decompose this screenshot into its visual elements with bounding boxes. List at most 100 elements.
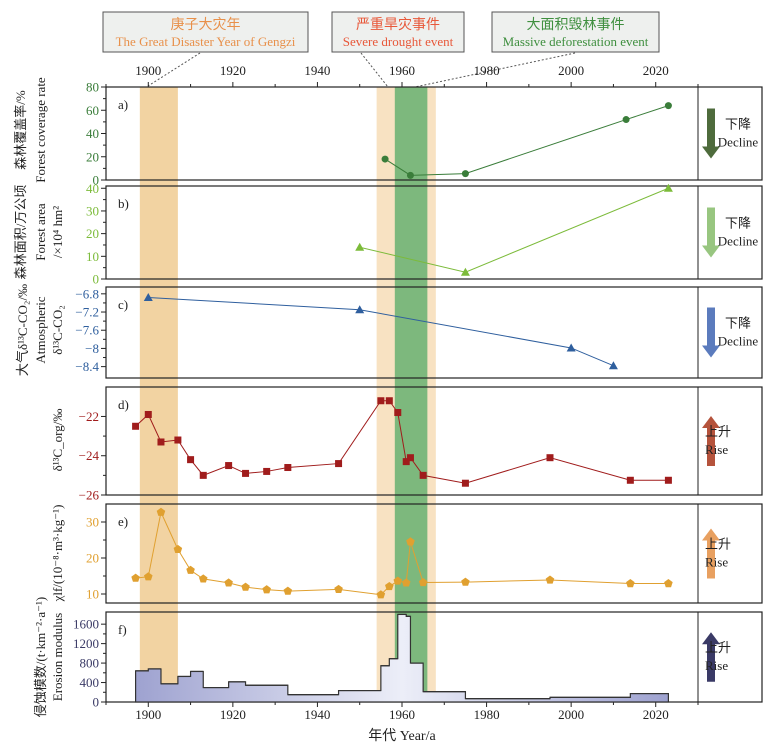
x-tick-label: 1940 <box>304 707 330 722</box>
panel-frame <box>105 503 763 604</box>
y-tick-label: 1200 <box>73 636 99 651</box>
y-axis-label: 森林面积/万公顷 <box>13 185 28 280</box>
y-axis-label: χlf/(10⁻⁸·m³·kg⁻¹) <box>50 505 65 603</box>
legend-en: Severe drought event <box>343 34 454 49</box>
y-tick-label: 10 <box>86 249 99 264</box>
y-tick-label: 20 <box>86 551 99 566</box>
data-point <box>263 467 271 475</box>
legend-en: The Great Disaster Year of Gengzi <box>116 34 296 49</box>
x-tick-label: 1980 <box>474 707 500 722</box>
y-tick-label: 800 <box>80 656 100 671</box>
panel-label: a) <box>118 97 128 112</box>
x-tick-label: 1900 <box>135 63 161 78</box>
y-axis-label: /×10⁴ hm² <box>50 206 65 258</box>
data-point <box>143 292 153 301</box>
data-point <box>566 343 576 352</box>
data-point <box>334 584 343 593</box>
data-point <box>419 471 427 479</box>
trend-label-zh: 下降 <box>725 216 751 231</box>
series-line <box>148 296 614 367</box>
data-point <box>461 170 469 178</box>
data-point <box>144 572 153 581</box>
data-point <box>335 460 343 468</box>
y-tick-label: 0 <box>93 695 100 710</box>
y-axis-label: Forest coverage rate <box>33 77 48 183</box>
y-tick-label: −8 <box>85 341 99 356</box>
arrow-down-icon <box>702 207 720 258</box>
data-point <box>355 305 365 314</box>
panel-label: c) <box>118 297 128 312</box>
panel-frame <box>105 185 763 280</box>
data-point <box>186 565 195 574</box>
panel-d: −22 −24 −26 d) δ¹³C_org/‰ 上升 Rise <box>50 386 763 503</box>
panel-label: e) <box>118 514 128 529</box>
data-point <box>401 578 411 587</box>
data-point <box>545 575 555 584</box>
data-point <box>461 479 469 487</box>
data-point <box>376 590 386 599</box>
data-point <box>406 454 414 462</box>
legend-zh: 庚子大灾年 <box>171 16 241 33</box>
arrow-up-icon <box>702 416 720 466</box>
data-point <box>461 577 470 586</box>
panel-frame <box>105 386 763 496</box>
legend-box-0 <box>102 11 309 53</box>
y-axis-label: 大气δ¹³C-CO₂/‰ <box>15 284 30 376</box>
y-tick-label: 30 <box>86 515 99 530</box>
trend-label-en: Rise <box>705 442 728 457</box>
data-point <box>406 537 415 546</box>
legend-zh: 严重旱灾事件 <box>356 16 440 33</box>
x-tick-label: 1980 <box>474 63 500 78</box>
y-tick-label: −6.8 <box>75 286 99 301</box>
y-tick-label: 20 <box>86 149 99 164</box>
trend-label-en: Decline <box>718 334 759 349</box>
data-point <box>262 585 271 594</box>
data-point <box>402 458 410 466</box>
panel-c: −6.8 −7.2 −7.6 −8 −8.4 c) 大气δ¹³C-CO₂/‰ Atmosphe… <box>15 284 763 379</box>
arrow-up-icon <box>702 528 720 579</box>
y-tick-label: 40 <box>86 181 99 196</box>
legend-connector <box>414 52 576 88</box>
data-point <box>174 436 182 444</box>
y-axis-label: Erosion modulus <box>50 613 65 701</box>
data-point <box>393 576 403 585</box>
data-point <box>198 574 208 583</box>
highlight-band-0 <box>139 87 178 702</box>
highlight-band-2 <box>394 87 428 702</box>
data-point <box>664 579 673 588</box>
y-tick-label: −24 <box>79 448 100 463</box>
data-point <box>199 471 207 479</box>
y-tick-label: −26 <box>79 488 100 503</box>
trend-label-zh: 上升 <box>705 424 731 439</box>
arrow-up-icon <box>702 632 720 682</box>
y-tick-label: 10 <box>86 587 99 602</box>
trend-label-zh: 下降 <box>725 316 751 331</box>
data-point <box>622 116 630 124</box>
panel-b: 0 10 20 30 40 b) 森林面积/万公顷 Forest area/×10⁴ hm² 下… <box>13 181 763 287</box>
y-tick-label: 80 <box>86 80 99 95</box>
arrow-down-icon <box>702 307 720 358</box>
data-point <box>460 267 470 276</box>
x-tick-label: 2000 <box>558 63 584 78</box>
panel-label: f) <box>118 622 127 637</box>
data-point <box>225 462 233 470</box>
data-point <box>626 579 635 588</box>
x-tick-label: 1920 <box>220 707 246 722</box>
data-point <box>663 183 673 192</box>
data-point <box>241 582 250 591</box>
trend-label-zh: 上升 <box>705 537 731 552</box>
y-tick-label: 0 <box>93 272 100 287</box>
panel-label: b) <box>118 196 129 211</box>
trend-label-zh: 上升 <box>705 640 731 655</box>
y-axis-label: δ¹³C_org/‰ <box>50 409 65 472</box>
x-tick-label: 2000 <box>558 707 584 722</box>
x-tick-label: 2020 <box>643 63 669 78</box>
legend-box-2 <box>491 11 660 53</box>
panel-e: 10 20 30 e) χlf/(10⁻⁸·m³·kg⁻¹) 上升 Rise <box>50 503 763 604</box>
y-tick-label: −22 <box>79 409 99 424</box>
data-point <box>284 464 292 472</box>
y-tick-label: 40 <box>86 126 99 141</box>
data-point <box>385 397 393 405</box>
trend-label-en: Decline <box>718 234 759 249</box>
